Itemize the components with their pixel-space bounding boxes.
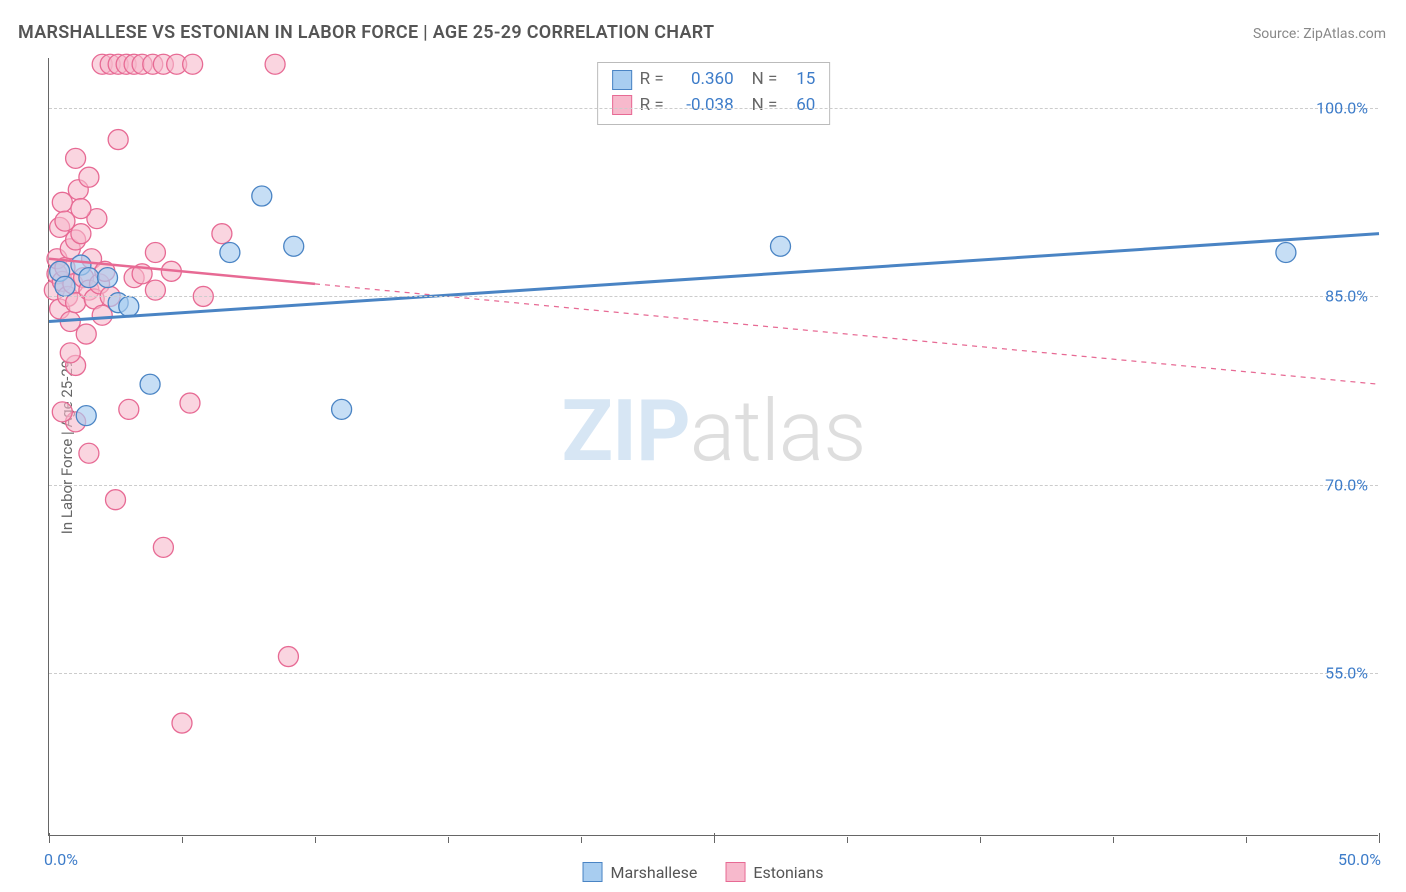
legend-swatch [583,862,603,882]
trendline-dashed [315,284,1379,384]
legend-swatch [725,862,745,882]
gridline [49,296,1378,297]
gridline [49,673,1378,674]
legend-series-item: Marshallese [583,862,698,882]
scatter-point [108,130,128,150]
r-value: 0.360 [672,67,734,93]
n-value: 15 [785,67,815,93]
legend-bottom: Marshallese Estonians [583,862,824,882]
scatter-point [265,54,285,74]
scatter-point [71,199,91,219]
x-tick [1379,833,1380,843]
legend-series-label: Marshallese [611,863,698,882]
scatter-point [119,296,139,316]
y-tick-label: 85.0% [1325,287,1368,306]
scatter-point [145,243,165,263]
scatter-point [284,236,304,256]
legend-top: R = 0.360 N = 15 R = -0.038 N = 60 [597,62,831,125]
scatter-point [153,537,173,557]
scatter-point [60,343,80,363]
r-label: R = [640,67,664,93]
scatter-point [212,224,232,244]
scatter-point [52,402,72,422]
x-tick [1113,837,1114,843]
n-label: N = [752,67,778,93]
gridline [49,485,1378,486]
scatter-point [66,148,86,168]
scatter-point [98,268,118,288]
scatter-point [71,224,91,244]
x-tick [448,837,449,843]
scatter-point [106,490,126,510]
chart-title: MARSHALLESE VS ESTONIAN IN LABOR FORCE |… [18,22,714,43]
scatter-point [76,324,96,344]
scatter-point [140,374,160,394]
n-label: N = [752,93,778,119]
x-tick [182,837,183,843]
legend-stat-row: R = 0.360 N = 15 [612,67,816,93]
x-tick [49,833,50,843]
scatter-point [119,399,139,419]
y-tick-label: 100.0% [1316,99,1368,118]
scatter-point [79,167,99,187]
scatter-point [79,443,99,463]
scatter-point [278,647,298,667]
scatter-point [183,54,203,74]
legend-swatch [612,95,632,115]
legend-swatch [612,70,632,90]
legend-series-label: Estonians [753,863,823,882]
x-tick [1246,837,1247,843]
r-label: R = [640,93,664,119]
y-tick-label: 55.0% [1325,663,1368,682]
x-tick [315,837,316,843]
legend-series-item: Estonians [725,862,823,882]
x-tick-label: 0.0% [44,850,78,869]
y-tick-label: 70.0% [1325,475,1368,494]
legend-stat-row: R = -0.038 N = 60 [612,93,816,119]
scatter-point [771,236,791,256]
scatter-point [220,243,240,263]
x-tick [980,837,981,843]
scatter-point [172,713,192,733]
r-value: -0.038 [672,93,734,119]
x-tick [847,837,848,843]
gridline [49,108,1378,109]
scatter-point [1276,243,1296,263]
x-tick-label: 50.0% [1338,850,1381,869]
x-tick [714,833,715,843]
plot-area: In Labor Force | Age 25-29 ZIPatlas R =0… [48,58,1378,836]
scatter-point [332,399,352,419]
source-label: Source: ZipAtlas.com [1253,26,1386,42]
n-value: 60 [785,93,815,119]
scatter-point [79,268,99,288]
scatter-point [55,276,75,296]
scatter-point [76,406,96,426]
x-tick [581,837,582,843]
scatter-point [252,186,272,206]
chart-svg [49,58,1378,835]
scatter-point [180,393,200,413]
